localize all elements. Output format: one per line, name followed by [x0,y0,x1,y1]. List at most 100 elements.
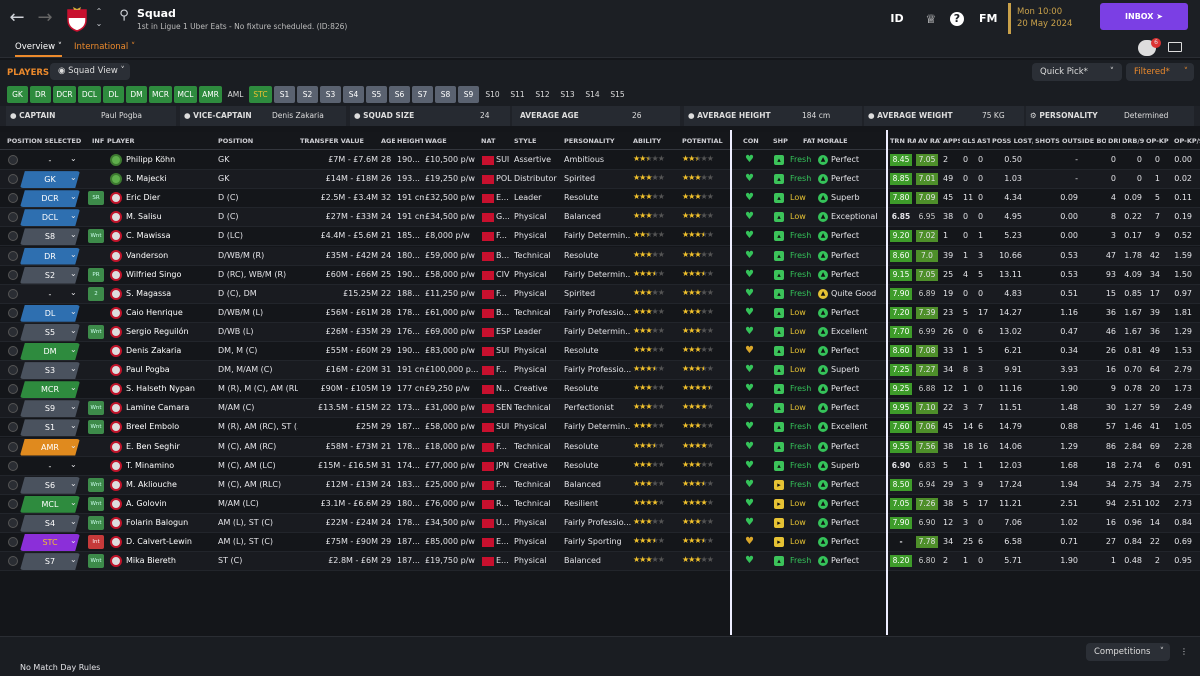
player-name[interactable]: Caio Henrique [126,307,183,317]
position-button-s1[interactable]: S1 [274,86,295,103]
inbox-button[interactable]: INBOX ➤ [1100,3,1188,30]
position-button-s5[interactable]: S5 [366,86,387,103]
row-checkbox[interactable] [8,479,18,490]
column-header-apps[interactable]: APPS [943,137,960,145]
row-checkbox[interactable] [8,460,18,471]
column-header-gls[interactable]: GLS [962,137,975,145]
player-name[interactable]: Breel Embolo [126,422,180,432]
player-name[interactable]: M. Akliouche [126,479,177,489]
position-button-s8[interactable]: S8 [435,86,456,103]
table-row[interactable]: DR ⌄ Vanderson D/WB/M (R) £35M - £42M 24 180..… [0,246,1200,266]
quick-pick-button[interactable]: Quick Pick* ˅ [1032,63,1122,81]
screen-icon[interactable] [1168,42,1182,52]
row-checkbox[interactable] [8,212,18,223]
column-header-drb[interactable]: DRB [1108,137,1120,145]
column-header-con[interactable]: CON [743,137,759,145]
position-button-s6[interactable]: S6 [389,86,410,103]
player-name[interactable]: C. Mawissa [126,231,171,241]
player-name[interactable]: Sergio Reguilón [126,326,189,336]
table-row[interactable]: MCR ⌄ S. Halseth Nypan M (R), M (C), AM (RL… [0,380,1200,400]
position-selected-dropdown[interactable]: - [48,156,52,165]
position-selected-dropdown[interactable]: DM [20,343,80,360]
player-name[interactable]: S. Magassa [126,288,172,298]
position-button-s14[interactable]: S14 [585,90,600,99]
row-checkbox[interactable] [8,326,18,337]
table-row[interactable]: - ⌄ Philipp Köhn GK £7M - £7.6M 28 190... £10,5… [0,151,1200,170]
player-name[interactable]: Folarin Balogun [126,517,189,527]
position-button-s12[interactable]: S12 [535,90,550,99]
table-row[interactable]: S2 ⌄ PR Wilfried Singo D (RC), WB/M (R) £60M … [0,266,1200,285]
table-row[interactable]: S3 ⌄ Paul Pogba DM, M/AM (C) £16M - £20M 31 19… [0,361,1200,381]
fm-menu-button[interactable]: FM [979,12,998,25]
player-name[interactable]: Vanderson [126,250,169,260]
row-checkbox[interactable] [8,174,18,185]
column-header-position[interactable]: POSITION [218,137,254,145]
position-selected-dropdown[interactable]: MCL [20,495,80,513]
player-name[interactable]: T. Minamino [126,460,175,470]
player-name[interactable]: Mika Biereth [126,556,176,566]
table-row[interactable]: DM ⌄ Denis Zakaria DM, M (C) £55M - £60M 29 19… [0,342,1200,361]
position-button-mcr[interactable]: MCR [149,86,172,103]
squad-view-button[interactable]: ◉ Squad View ˅ [50,63,130,80]
column-header-poss-lost[interactable]: POSS LOST/... [992,137,1033,145]
player-name[interactable]: Wilfried Singo [126,269,182,279]
position-button-dr[interactable]: DR [30,86,51,103]
row-checkbox[interactable] [8,346,18,356]
column-header-personality[interactable]: PERSONALITY [564,137,615,145]
position-selected-dropdown[interactable]: STC [20,534,80,551]
row-checkbox[interactable] [8,307,18,318]
row-checkbox[interactable] [8,231,18,242]
table-row[interactable]: GK ⌄ R. Majecki GK £14M - £18M 26 193... £19,25… [0,170,1200,190]
row-checkbox[interactable] [8,269,18,280]
table-row[interactable]: S1 ⌄ Wnt Breel Embolo M (R), AM (RC), ST (..… [0,418,1200,438]
position-button-s2[interactable]: S2 [297,86,318,103]
position-selected-dropdown[interactable]: DCL [20,209,80,227]
column-header-nat[interactable]: NAT [481,137,496,145]
position-button-dl[interactable]: DL [103,86,124,103]
position-button-amr[interactable]: AMR [199,86,222,103]
back-arrow-icon[interactable]: ← [9,7,25,28]
position-selected-dropdown[interactable]: S9 [20,400,80,418]
player-name[interactable]: E. Ben Seghir [126,441,180,451]
filter-button[interactable]: Filtered* ˅ [1126,63,1194,81]
column-header-age[interactable]: AGE [381,137,395,145]
position-selected-dropdown[interactable]: S1 [20,419,80,437]
player-name[interactable]: S. Halseth Nypan [126,384,195,394]
player-name[interactable]: M. Salisu [126,212,162,222]
position-button-s15[interactable]: S15 [610,90,625,99]
row-checkbox[interactable] [8,556,18,567]
player-name[interactable]: Denis Zakaria [126,346,182,355]
column-header-shp[interactable]: SHP [773,137,788,145]
position-button-dm[interactable]: DM [126,86,147,103]
row-checkbox[interactable] [8,384,18,395]
position-selected-dropdown[interactable]: S3 [20,362,80,380]
position-selected-dropdown[interactable]: - [48,461,52,471]
column-header-drb-90[interactable]: DRB/90 [1122,137,1144,145]
position-button-dcl[interactable]: DCL [78,86,101,103]
position-button-stc[interactable]: STC [249,86,272,103]
table-row[interactable]: S5 ⌄ Wnt Sergio Reguilón D/WB (L) £26M - £35M… [0,322,1200,342]
table-row[interactable]: - ⌄ T. Minamino M (C), AM (LC) £15M - £16.5M… [0,457,1200,476]
column-header-style[interactable]: STYLE [514,137,537,145]
date-display[interactable]: Mon 10:00 20 May 2024 [1008,3,1094,34]
position-button-s11[interactable]: S11 [510,90,525,99]
position-button-aml[interactable]: AML [227,90,244,99]
position-button-s10[interactable]: S10 [485,90,500,99]
table-row[interactable]: DL ⌄ Caio Henrique D/WB/M (L) £56M - £61M 28 1… [0,304,1200,323]
row-checkbox[interactable] [8,498,18,509]
row-checkbox[interactable] [8,155,18,165]
row-checkbox[interactable] [8,517,18,528]
competitions-button[interactable]: Competitions ˅ [1086,643,1170,661]
column-header-ast[interactable]: AST [977,137,990,145]
table-row[interactable]: DCR ⌄ SR Eric Dier D (C) £2.5M - £3.4M 32 191 c… [0,189,1200,209]
column-header-ability[interactable]: ABILITY [633,137,662,145]
match-day-rules[interactable]: No Match Day Rules [20,663,101,672]
position-button-dcr[interactable]: DCR [53,86,76,103]
position-selected-dropdown[interactable]: DL [20,304,80,322]
column-header-player[interactable]: PLAYER [107,137,135,145]
position-selected-dropdown[interactable]: S4 [20,514,80,532]
position-selected-dropdown[interactable]: AMR [20,438,80,456]
vice-captain-name[interactable]: Denis Zakaria [272,111,324,120]
help-icon[interactable]: ? [950,12,964,26]
position-selected-dropdown[interactable]: - [48,289,52,299]
